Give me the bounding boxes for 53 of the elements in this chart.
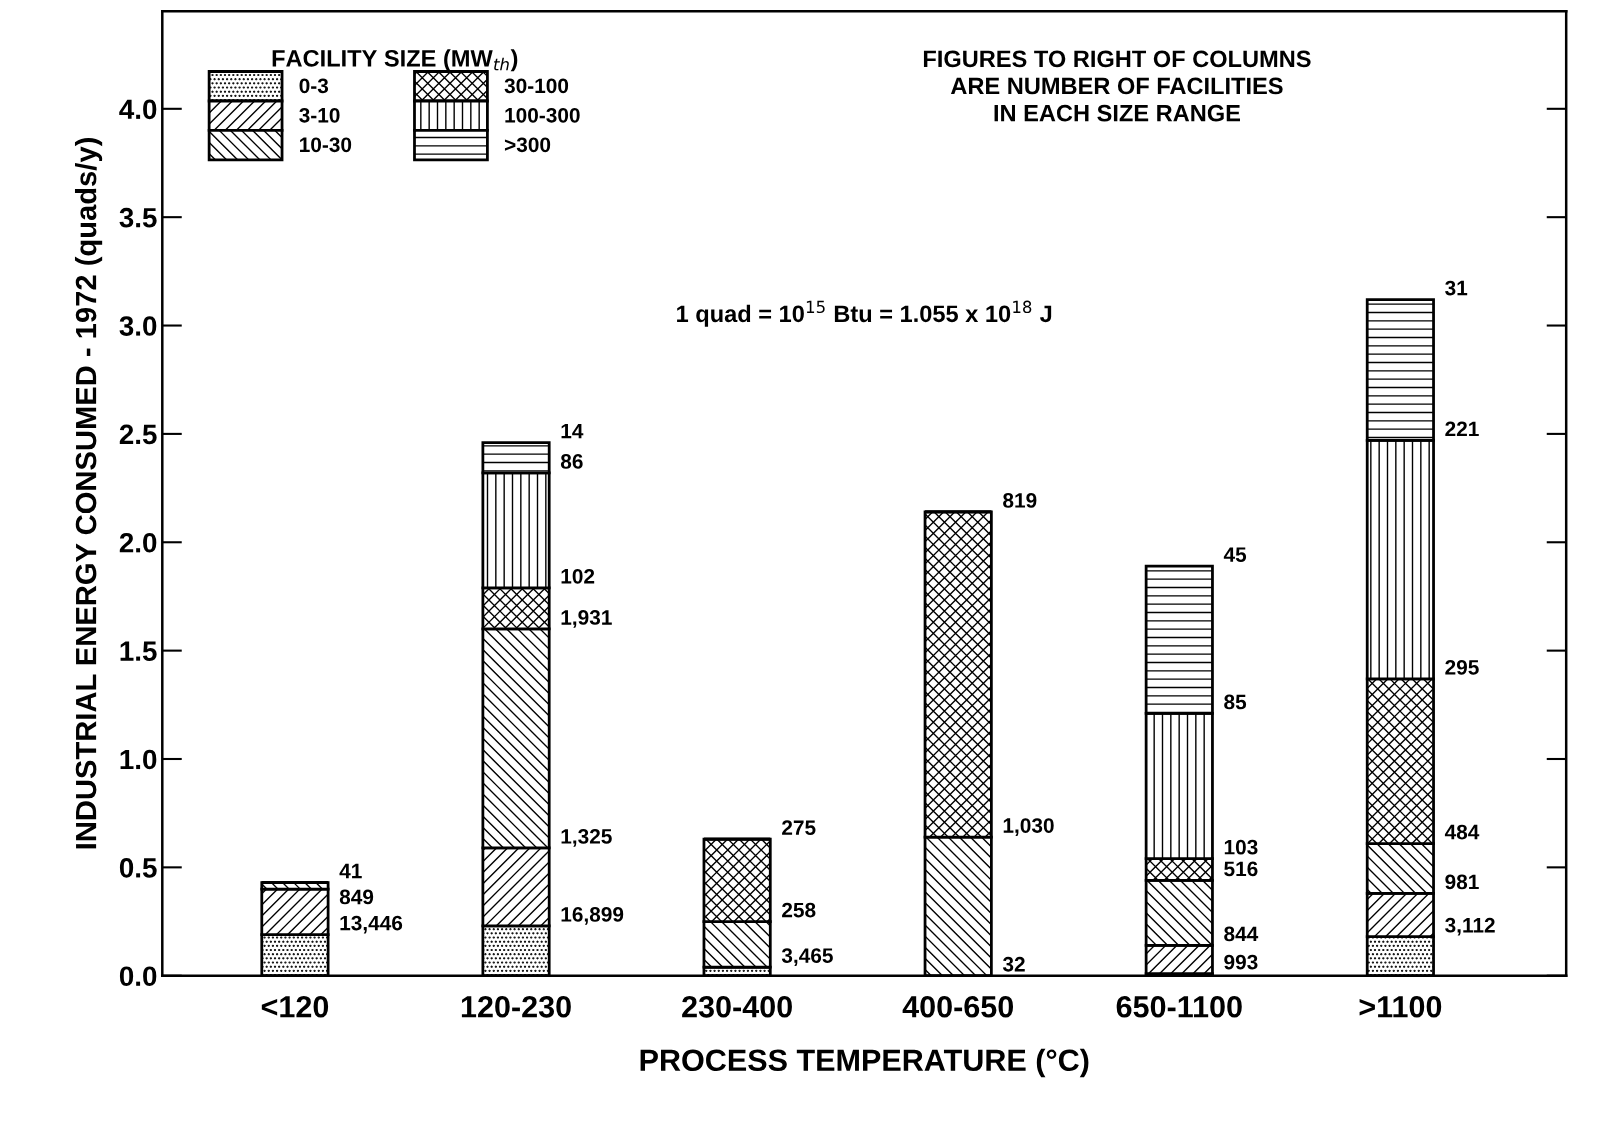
annotation: 86 (560, 454, 583, 469)
x-axis-title: PROCESS TEMPERATURE (°C) (640, 1048, 1089, 1078)
annotation: 484 (1444, 824, 1480, 840)
annotation: 31 (1445, 280, 1468, 296)
y-tick-label: 0.5 (119, 858, 157, 878)
annotation: FIGURES TO RIGHT OF COLUMNS ARE NUMBER OF FACILITIES IN EACH SIZE RANGE (923, 50, 1311, 122)
legend-title: FACILITY SIZE (MW$_{th}$) (272, 49, 518, 72)
x-tick-label: <120 (261, 995, 329, 1018)
legend-label: 3-10 (299, 107, 340, 123)
legend-label: 10-30 (300, 137, 352, 153)
annotation: 1 quad = 10$^{15}$ Btu = 1.055 x 10$^{18}$ J (677, 300, 1052, 327)
legend-label: 100-300 (505, 107, 580, 123)
y-axis-title: INDUSTRIAL ENERGY CONSUMED - 1972 (quads/y) (74, 138, 103, 849)
legend-label: 0-3 (299, 78, 329, 94)
annotation: 1,030 (1003, 818, 1054, 836)
annotation: 85 (1224, 694, 1247, 710)
y-tick-label: 2.0 (119, 532, 157, 553)
annotation: 275 (782, 820, 816, 836)
annotation: 258 (782, 902, 816, 918)
y-tick-label: 0.0 (119, 966, 157, 987)
annotation: 45 (1223, 547, 1247, 562)
annotation: 3,465 (781, 948, 833, 966)
y-tick-label: 3.5 (119, 207, 157, 228)
y-tick-label: 1.0 (120, 749, 157, 770)
annotation: 849 (339, 889, 374, 905)
annotation: 102 (561, 568, 595, 584)
annotation: 14 (561, 423, 584, 439)
x-tick-label: 400-650 (902, 995, 1014, 1018)
legend-label: >300 (504, 137, 551, 153)
x-tick-label: 230-400 (682, 995, 792, 1018)
annotation: 844 (1224, 926, 1259, 942)
annotation: 13,446 (340, 915, 403, 934)
annotation: 3,112 (1445, 917, 1495, 936)
y-tick-label: 1.5 (120, 641, 157, 661)
legend-label: 30-100 (504, 78, 569, 94)
annotation: 16,899 (561, 907, 624, 925)
x-tick-label: 120-230 (461, 995, 571, 1018)
annotation: 221 (1445, 421, 1479, 437)
annotation: 993 (1224, 954, 1258, 970)
annotation: 1,931 (561, 610, 612, 628)
annotation: 41 (339, 863, 362, 879)
y-tick-label: 3.0 (119, 316, 157, 336)
x-tick-label: >1100 (1359, 995, 1442, 1018)
annotation: 1,325 (561, 828, 612, 847)
annotation: 516 (1224, 861, 1258, 877)
annotation: 32 (1002, 956, 1025, 972)
y-tick-label: 4.0 (119, 99, 157, 120)
annotation: 981 (1445, 874, 1479, 890)
x-tick-label: 650-1100 (1116, 995, 1242, 1018)
annotation: 103 (1224, 839, 1258, 855)
y-tick-label: 2.5 (119, 424, 157, 445)
annotation: 819 (1003, 493, 1037, 508)
annotation: 295 (1445, 659, 1479, 675)
